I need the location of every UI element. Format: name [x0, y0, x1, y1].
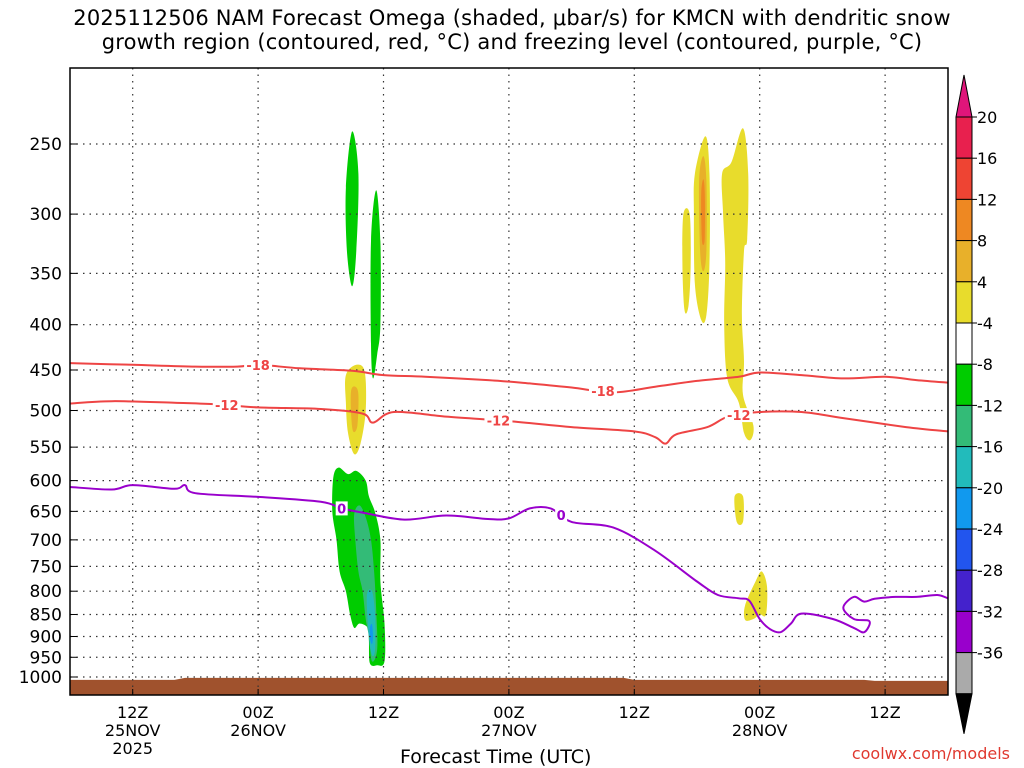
contour-label: -18 — [246, 359, 270, 374]
colorbar-label: 4 — [977, 273, 987, 292]
omega-region — [682, 208, 691, 314]
colorbar-label: 20 — [977, 108, 997, 127]
x-tick-label: 00Z — [744, 703, 775, 722]
y-tick-label: 700 — [30, 531, 62, 551]
colorbar-swatch — [955, 528, 973, 571]
colorbar-top-arrow — [955, 74, 973, 118]
x-tick-date: 26NOV — [230, 721, 286, 740]
colorbar: 20 16 12 8 4 -4 -8 -12 -16 -20 -24 -28 -32 -36 — [955, 74, 1003, 734]
omega-region — [721, 128, 754, 441]
chart-title: 2025112506 NAM Forecast Omega (shaded, μ… — [0, 6, 1024, 54]
colorbar-swatch — [955, 322, 973, 365]
contour-label: 0 — [337, 502, 346, 517]
y-tick-label: 250 — [30, 135, 62, 155]
omega-region — [743, 571, 768, 621]
x-tick-label: 00Z — [493, 703, 524, 722]
y-tick-label: 450 — [30, 361, 62, 381]
contour-label-bg — [724, 408, 753, 423]
x-tick-label: 12Z — [619, 703, 650, 722]
contour-label: -12 — [487, 414, 511, 429]
x-axis-title: Forecast Time (UTC) — [400, 746, 592, 768]
contour-label-bg — [555, 508, 568, 523]
colorbar-label: -12 — [977, 396, 1003, 415]
contour-label-bg — [212, 398, 241, 413]
x-tick-date: 25NOV — [105, 721, 161, 740]
contour-label: -18 — [591, 385, 615, 400]
contour-line — [70, 400, 948, 445]
omega-region — [370, 190, 381, 379]
colorbar-swatch — [955, 157, 973, 200]
colorbar-label: -16 — [977, 438, 1003, 457]
colorbar-swatch — [955, 446, 973, 489]
y-tick-label: 900 — [30, 627, 62, 647]
colorbar-label: 16 — [977, 149, 997, 168]
y-tick-label: 800 — [30, 582, 62, 602]
x-tick-date: 27NOV — [481, 721, 537, 740]
colorbar-swatch — [955, 487, 973, 530]
colorbar-swatch — [955, 610, 973, 654]
x-tick-date: 28NOV — [732, 721, 788, 740]
y-tick-label: 950 — [30, 648, 62, 668]
colorbar-swatch — [955, 116, 973, 159]
x-tick-year: 2025 — [112, 739, 153, 758]
omega-region — [369, 623, 373, 645]
colorbar-swatch — [955, 240, 973, 283]
y-tick-label: 650 — [30, 502, 62, 522]
contour-label-bg — [244, 357, 273, 372]
y-tick-label: 850 — [30, 606, 62, 626]
omega-region — [350, 386, 359, 433]
colorbar-label: -28 — [977, 561, 1003, 580]
omega-region — [734, 493, 744, 526]
colorbar-swatch — [955, 363, 973, 406]
colorbar-label: -8 — [977, 355, 993, 374]
omega-region — [701, 179, 706, 245]
x-tick-label: 12Z — [117, 703, 148, 722]
y-tick-label: 350 — [30, 264, 62, 284]
chart-title-line-2: growth region (contoured, red, °C) and f… — [101, 30, 923, 54]
x-tick-label: 12Z — [368, 703, 399, 722]
credit-text: coolwx.com/models — [851, 744, 1010, 763]
colorbar-label: -24 — [977, 520, 1003, 539]
contours: -18 -18 -12 -12 -12 0 0 — [70, 357, 948, 634]
y-tick-label: 500 — [30, 402, 62, 422]
contour-label: -12 — [215, 399, 239, 414]
contour-line — [70, 484, 948, 634]
colorbar-swatch — [955, 281, 973, 324]
y-tick-label: 1000 — [19, 668, 62, 688]
contour-label: -12 — [727, 409, 751, 424]
colorbar-label: 12 — [977, 190, 997, 209]
colorbar-label: -32 — [977, 602, 1003, 621]
colorbar-swatch — [955, 569, 973, 612]
omega-region — [345, 131, 359, 287]
y-tick-label: 750 — [30, 557, 62, 577]
colorbar-bottom-arrow — [955, 693, 973, 734]
chart-title-line-1: 2025112506 NAM Forecast Omega (shaded, μ… — [73, 6, 951, 30]
colorbar-swatch — [955, 198, 973, 242]
contour-label-bg — [335, 501, 348, 516]
y-tick-label: 300 — [30, 205, 62, 225]
omega-shading — [332, 128, 768, 666]
x-tick-label: 00Z — [242, 703, 273, 722]
y-tick-label: 600 — [30, 472, 62, 492]
colorbar-label: 8 — [977, 232, 987, 251]
colorbar-swatch — [955, 652, 973, 695]
colorbar-label: -36 — [977, 644, 1003, 663]
y-axis: 2503003504004505005506006507007508008509… — [19, 135, 77, 688]
colorbar-label: -4 — [977, 314, 993, 333]
omega-region — [366, 589, 376, 657]
x-tick-label: 12Z — [869, 703, 900, 722]
y-tick-label: 550 — [30, 438, 62, 458]
colorbar-swatch — [955, 404, 973, 448]
colorbar-label: -20 — [977, 479, 1003, 498]
contour-label-bg — [588, 384, 617, 399]
y-tick-label: 400 — [30, 316, 62, 336]
contour-label: 0 — [557, 509, 566, 524]
contour-label-bg — [484, 413, 513, 428]
